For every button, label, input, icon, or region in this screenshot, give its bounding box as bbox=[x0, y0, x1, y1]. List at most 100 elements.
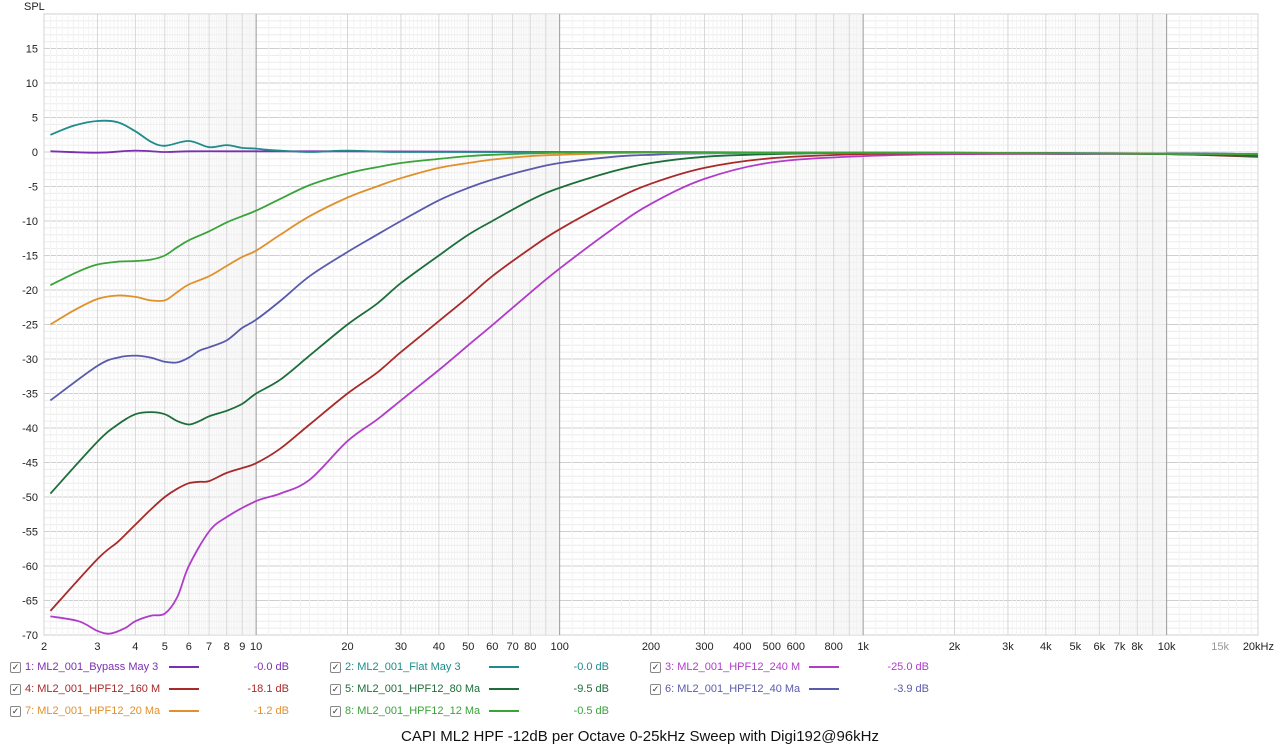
y-tick-label: -55 bbox=[22, 527, 38, 539]
series-line-3 bbox=[50, 153, 1259, 635]
series-lines bbox=[49, 119, 1259, 635]
y-tick-label: -45 bbox=[22, 458, 38, 470]
x-tick-label: 20kHz bbox=[1243, 641, 1274, 653]
series-visibility-checkbox[interactable]: ✓ bbox=[330, 661, 341, 673]
legend-series-name: 2: ML2_001_Flat May 3 bbox=[345, 661, 461, 673]
x-tick-label: 4 bbox=[132, 641, 138, 653]
x-tick-label: 600 bbox=[787, 641, 805, 653]
x-tick-label: 400 bbox=[733, 641, 751, 653]
x-tick-label: 10k bbox=[1158, 641, 1176, 653]
legend-item-4: ✓ 4: ML2_001_HPF12_160 M -18.1 dB bbox=[10, 679, 289, 699]
x-tick-label: 3k bbox=[1002, 641, 1014, 653]
legend-series-name: 8: ML2_001_HPF12_12 Ma bbox=[345, 705, 481, 717]
legend-series-name: 1: ML2_001_Bypass May 3 bbox=[25, 661, 159, 673]
legend-series-value: -3.9 dB bbox=[893, 683, 929, 695]
series-visibility-checkbox[interactable]: ✓ bbox=[10, 705, 21, 717]
y-tick-label: -35 bbox=[22, 389, 38, 401]
x-tick-label: 20 bbox=[341, 641, 353, 653]
legend-line-swatch bbox=[169, 688, 199, 690]
frequency-response-chart: 151050-5-10-15-20-25-30-35-40-45-50-55-6… bbox=[22, 1, 1274, 653]
y-tick-label: -10 bbox=[22, 216, 38, 228]
x-tick-label: 8k bbox=[1131, 641, 1143, 653]
legend: ✓ 1: ML2_001_Bypass May 3 -0.0 dB ✓ 2: ML2_0… bbox=[0, 655, 1280, 725]
x-tick-label: 200 bbox=[642, 641, 660, 653]
x-axis-ticks: 2 3 4 5 6 7 8 9 10 20 30 40 50 60 70 80 100 200 300 400 500 6… bbox=[41, 641, 1274, 653]
legend-series-value: -18.1 dB bbox=[247, 683, 289, 695]
legend-item-7: ✓ 7: ML2_001_HPF12_20 Ma -1.2 dB bbox=[10, 701, 289, 721]
x-tick-label: 100 bbox=[550, 641, 568, 653]
x-tick-label: 60 bbox=[486, 641, 498, 653]
chart-title: CAPI ML2 HPF -12dB per Octave 0-25kHz Sw… bbox=[401, 728, 879, 745]
x-tick-label: 8 bbox=[224, 641, 230, 653]
y-tick-label: 10 bbox=[26, 78, 38, 90]
y-tick-label: 5 bbox=[32, 113, 38, 125]
legend-item-1: ✓ 1: ML2_001_Bypass May 3 -0.0 dB bbox=[10, 657, 289, 677]
series-line-7 bbox=[49, 151, 1259, 326]
legend-series-name: 7: ML2_001_HPF12_20 Ma bbox=[25, 705, 161, 717]
legend-series-name: 6: ML2_001_HPF12_40 Ma bbox=[665, 683, 801, 695]
y-axis-label: SPL bbox=[24, 1, 45, 13]
legend-series-name: 5: ML2_001_HPF12_80 Ma bbox=[345, 683, 481, 695]
series-visibility-checkbox[interactable]: ✓ bbox=[10, 683, 21, 695]
y-tick-label: -50 bbox=[22, 492, 38, 504]
x-tick-label: 15k bbox=[1211, 641, 1229, 653]
legend-series-value: -0.5 dB bbox=[573, 705, 609, 717]
legend-line-swatch bbox=[809, 688, 839, 690]
y-tick-label: -20 bbox=[22, 285, 38, 297]
legend-series-value: -0.0 dB bbox=[253, 661, 289, 673]
x-tick-label: 1k bbox=[857, 641, 869, 653]
x-tick-label: 800 bbox=[825, 641, 843, 653]
x-tick-label: 50 bbox=[462, 641, 474, 653]
legend-item-3: ✓ 3: ML2_001_HPF12_240 M -25.0 dB bbox=[650, 657, 929, 677]
x-tick-label: 70 bbox=[506, 641, 518, 653]
x-tick-label: 7k bbox=[1114, 641, 1126, 653]
x-tick-label: 30 bbox=[395, 641, 407, 653]
series-visibility-checkbox[interactable]: ✓ bbox=[650, 661, 661, 673]
grid-lines bbox=[43, 13, 1259, 636]
y-tick-label: -25 bbox=[22, 320, 38, 332]
y-tick-label: -60 bbox=[22, 561, 38, 573]
legend-item-6: ✓ 6: ML2_001_HPF12_40 Ma -3.9 dB bbox=[650, 679, 929, 699]
y-tick-label: -65 bbox=[22, 596, 38, 608]
x-tick-label: 10 bbox=[250, 641, 262, 653]
y-tick-label: 0 bbox=[32, 147, 38, 159]
x-tick-label: 5 bbox=[162, 641, 168, 653]
legend-line-swatch bbox=[809, 666, 839, 668]
y-axis-ticks: 15 10 5 0 -5 -10 -15 -20 -25 -30 -35 -40 -45 -50 -55 -6… bbox=[22, 44, 38, 643]
x-tick-label: 40 bbox=[433, 641, 445, 653]
y-tick-label: -15 bbox=[22, 251, 38, 263]
legend-series-name: 4: ML2_001_HPF12_160 M bbox=[25, 683, 161, 695]
y-tick-label: -5 bbox=[28, 182, 38, 194]
legend-series-name: 3: ML2_001_HPF12_240 M bbox=[665, 661, 801, 673]
legend-series-value: -9.5 dB bbox=[573, 683, 609, 695]
x-tick-label: 80 bbox=[524, 641, 536, 653]
series-line-8 bbox=[50, 151, 1259, 287]
legend-line-swatch bbox=[489, 666, 519, 668]
legend-series-value: -0.0 dB bbox=[573, 661, 609, 673]
legend-series-value: -1.2 dB bbox=[253, 705, 289, 717]
series-visibility-checkbox[interactable]: ✓ bbox=[330, 705, 341, 717]
legend-item-8: ✓ 8: ML2_001_HPF12_12 Ma -0.5 dB bbox=[330, 701, 609, 721]
x-tick-label: 300 bbox=[695, 641, 713, 653]
x-tick-label: 3 bbox=[94, 641, 100, 653]
y-tick-label: 15 bbox=[26, 44, 38, 56]
x-tick-label: 9 bbox=[239, 641, 245, 653]
legend-line-swatch bbox=[169, 710, 199, 712]
legend-line-swatch bbox=[489, 710, 519, 712]
series-visibility-checkbox[interactable]: ✓ bbox=[330, 683, 341, 695]
y-tick-label: -40 bbox=[22, 423, 38, 435]
legend-item-5: ✓ 5: ML2_001_HPF12_80 Ma -9.5 dB bbox=[330, 679, 609, 699]
series-line-6 bbox=[49, 151, 1259, 402]
x-tick-label: 5k bbox=[1069, 641, 1081, 653]
series-visibility-checkbox[interactable]: ✓ bbox=[650, 683, 661, 695]
x-tick-label: 7 bbox=[206, 641, 212, 653]
y-tick-label: -70 bbox=[22, 630, 38, 642]
legend-item-2: ✓ 2: ML2_001_Flat May 3 -0.0 dB bbox=[330, 657, 609, 677]
legend-series-value: -25.0 dB bbox=[887, 661, 929, 673]
x-tick-label: 2k bbox=[949, 641, 961, 653]
x-tick-label: 4k bbox=[1040, 641, 1052, 653]
series-visibility-checkbox[interactable]: ✓ bbox=[10, 661, 21, 673]
x-tick-label: 6k bbox=[1093, 641, 1105, 653]
x-tick-label: 2 bbox=[41, 641, 47, 653]
x-tick-label: 500 bbox=[763, 641, 781, 653]
